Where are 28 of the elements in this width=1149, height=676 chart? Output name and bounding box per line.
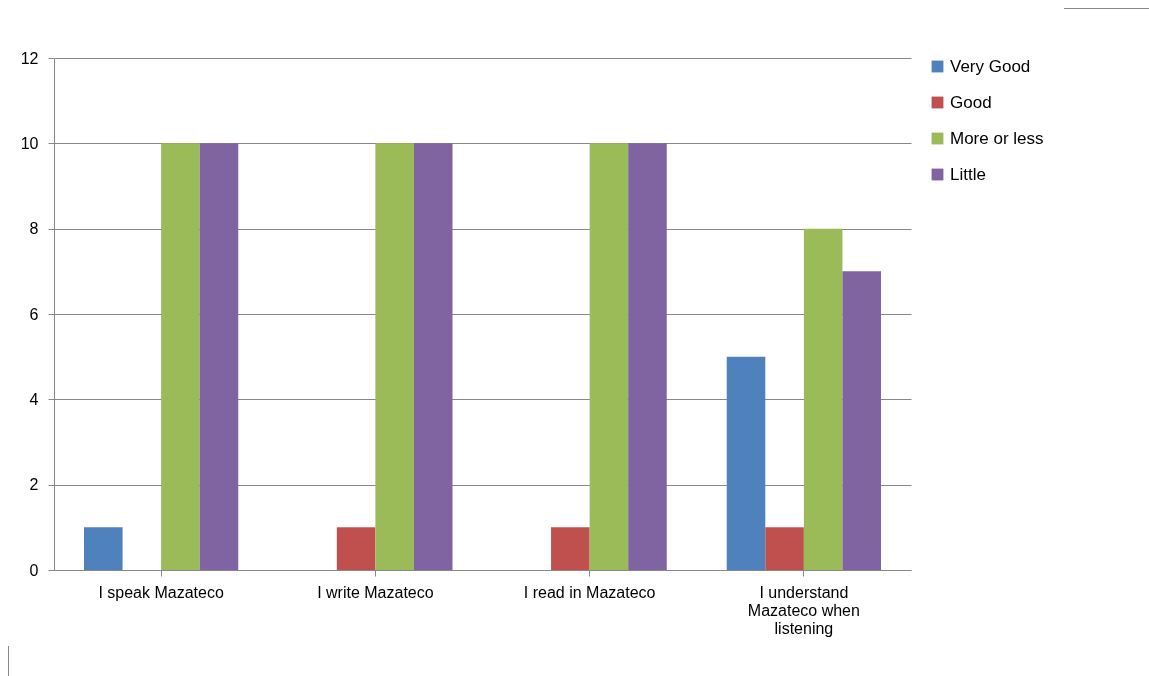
bar xyxy=(628,143,667,570)
bar xyxy=(842,271,882,570)
y-tick-label: 12 xyxy=(20,49,39,67)
legend-label: More or less xyxy=(950,128,1044,148)
y-tick-label: 0 xyxy=(29,561,39,579)
bar xyxy=(84,527,123,570)
bar xyxy=(765,527,804,570)
legend-label: Very Good xyxy=(950,56,1031,76)
bar xyxy=(161,143,200,570)
legend-label: Good xyxy=(950,92,992,112)
y-tick-label: 2 xyxy=(29,476,39,494)
bar xyxy=(375,143,414,570)
y-tick-label: 8 xyxy=(29,220,39,238)
bar xyxy=(413,143,453,570)
x-tick-label: I speak Mazateco xyxy=(98,583,224,601)
y-tick-label: 4 xyxy=(29,390,39,408)
x-tick-label: I read in Mazateco xyxy=(523,583,656,601)
bar xyxy=(589,143,629,570)
bar xyxy=(551,527,590,570)
x-tick-label: I write Mazateco xyxy=(317,583,434,601)
legend-label: Little xyxy=(950,164,986,184)
bar xyxy=(726,356,766,570)
bar xyxy=(336,527,376,570)
x-tick-label: I understand Mazateco when listening xyxy=(747,583,860,637)
bar xyxy=(803,228,843,570)
y-tick-label: 6 xyxy=(29,305,39,323)
bar xyxy=(199,143,239,570)
y-tick-label: 10 xyxy=(20,134,39,152)
